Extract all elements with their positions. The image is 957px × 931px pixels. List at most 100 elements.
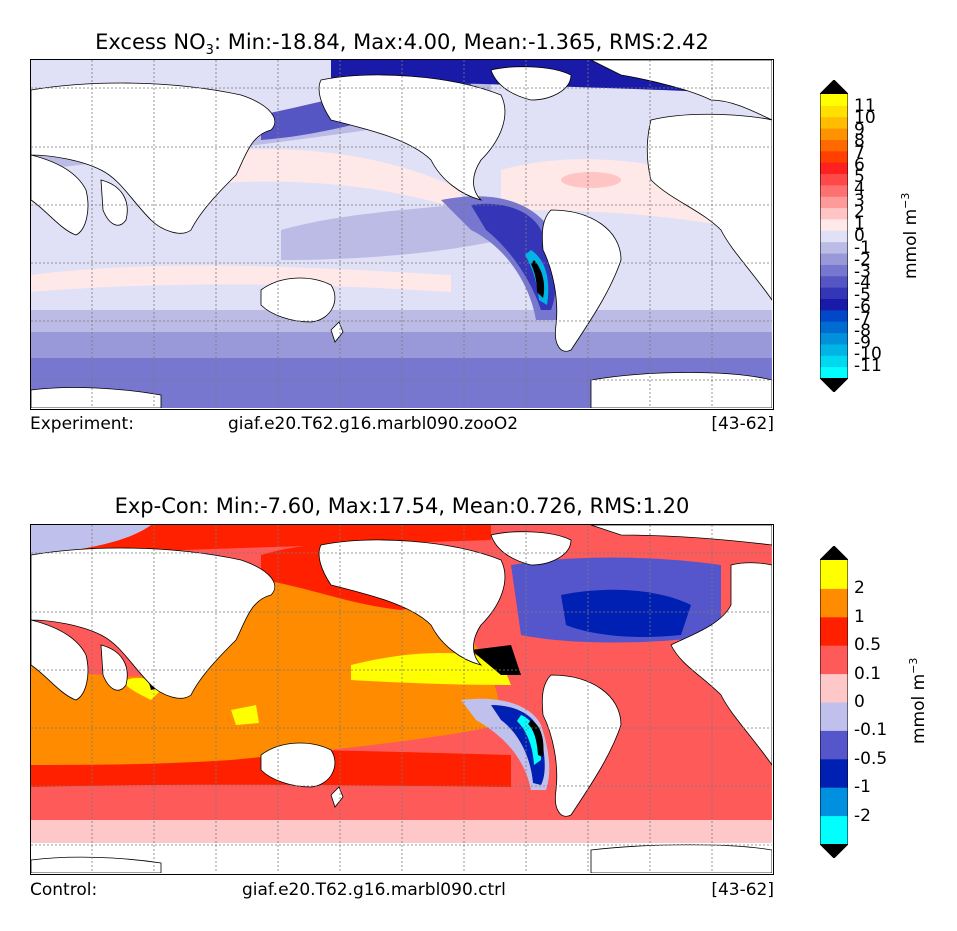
panel1-colorbar-tick-label: 6	[854, 155, 865, 175]
panel1-title: Excess NO3: Min:-18.84, Max:4.00, Mean:-…	[30, 30, 774, 58]
panel1-colorbar-segment	[820, 343, 848, 356]
panel2-unit-text: mmol m	[908, 673, 929, 745]
panel2-colorbar-segment	[820, 588, 848, 618]
panel2-orange-pac	[31, 558, 501, 765]
panel2-colorbar-svg	[820, 546, 848, 858]
panel1-upwelling-2	[471, 203, 556, 310]
panel2-colorbar-tick-label: -2	[854, 805, 871, 826]
panel2-unit-exp: −3	[907, 657, 921, 674]
panel2-colorbar: -2 -1 -0.5 -0.1 0 0.1 0.5 1 2	[820, 546, 887, 858]
panel1-colorbar-segment	[820, 196, 848, 209]
panel1-colorbar-tick-label: 4	[854, 178, 865, 199]
panel2-colorbar-segment	[820, 787, 848, 817]
panel1-land-samerica	[541, 209, 622, 352]
panel1-colorbar-tick-label: -2	[854, 249, 871, 270]
panel2-colorbar-segment	[820, 702, 848, 731]
panel1-land	[31, 60, 772, 408]
panel1-title-prefix: Excess NO	[95, 30, 206, 54]
panel2-colorbar-extend-high	[820, 546, 848, 560]
panel2-colorbar-segment	[820, 673, 848, 703]
panel1-unit-exp: −3	[899, 192, 913, 209]
panel1-colorbar-segment	[820, 150, 848, 163]
panel2-land-africa-europe	[670, 562, 772, 766]
panel1-colorbar-tick-label: -8	[854, 320, 871, 341]
panel2-upwelling-3	[517, 715, 541, 765]
panel1-colorbar-segment	[820, 173, 848, 186]
panel2-colorbar-tick-label: -0.5	[854, 748, 888, 769]
panel2-colorbar-extend-low	[820, 844, 848, 858]
panel2-colorbar-tick-label: 0.5	[854, 635, 882, 656]
panel1-map	[30, 59, 774, 410]
panel2-colorbar-segment	[820, 645, 848, 675]
panel1-colorbar-segment	[820, 94, 848, 106]
panel2-colorbar-tick-label: 0.1	[854, 663, 882, 684]
panel2-land-samerica	[541, 674, 622, 817]
panel1-colorbar-segment	[820, 105, 848, 118]
panel1-unit-text: mmol m	[900, 208, 921, 280]
panel2-footer-label: Control:	[30, 880, 98, 900]
panel2-footer-years: [43-62]	[711, 880, 774, 900]
panel1-colorbar-segment	[820, 230, 848, 243]
panel1-colorbar-segment	[820, 218, 848, 231]
panel1-colorbar-segment	[820, 207, 848, 220]
panel1-colorbar-segment	[820, 184, 848, 197]
panel1-colorbar-tick-label: -6	[854, 297, 871, 317]
panel1-colorbar-segment	[820, 321, 848, 334]
panel2-colorbar-tick-label: 1	[854, 606, 865, 627]
panel1-colorbar-unit: mmol m−3	[899, 166, 921, 306]
panel2-darkblue-natl	[561, 589, 691, 637]
panel1-colorbar-segment	[820, 116, 848, 129]
panel1-colorbar-tick-label: -4	[854, 273, 871, 294]
panel1-colorbar-tick-label: 7	[854, 143, 865, 164]
panel1-colorbar-tick-label: -5	[854, 285, 871, 306]
panel1-land-antarctica	[590, 372, 772, 408]
panel1-colorbar-tick-label: 0	[854, 226, 865, 246]
panel1-colorbar-segment	[820, 298, 848, 311]
panel2-colorbar-segment	[820, 815, 848, 845]
panel1-title-subscript: 3	[205, 43, 214, 59]
panel2-colorbar-unit: mmol m−3	[907, 631, 929, 771]
panel1-land-greenland	[590, 60, 772, 121]
panel1-colorbar: -11 -10 -9 -8 -7 -6 -5 -4 -3 -2 -1 0 1 2 3 4 5 6 7 8 9 10 11	[820, 80, 882, 392]
panel2-map	[30, 524, 774, 875]
panel1-colorbar-segment	[820, 332, 848, 345]
panel1-colorbar-segment	[820, 264, 848, 277]
panel2-land-australia	[260, 742, 336, 788]
panel1-colorbar-svg	[820, 80, 848, 392]
panel1-colorbar-extend-high	[820, 80, 848, 94]
panel1-colorbar-segment	[820, 162, 848, 175]
panel2-colorbar-tick-label: -0.1	[854, 720, 888, 741]
panel2-band-so-pink	[31, 820, 772, 845]
panel1-colorbar-tick-label: -10	[854, 344, 882, 365]
panel2-colorbar-segment	[820, 560, 848, 589]
panel2-land-antarctica-w	[31, 856, 162, 873]
panel1-footer-case: giaf.e20.T62.g16.marbl090.zooO2	[228, 414, 519, 434]
panel1-colorbar-tick-label: -3	[854, 261, 871, 282]
panel2-land-greenland	[590, 525, 772, 546]
panel2-colorbar-tick-label: -1	[854, 777, 871, 798]
panel1-band-so2	[31, 332, 772, 362]
panel2-colorbar-segment	[820, 730, 848, 760]
panel2-title: Exp-Con: Min:-7.60, Max:17.54, Mean:0.72…	[114, 494, 690, 518]
panel2-land-nz	[330, 786, 344, 808]
panel1-colorbar-segment	[820, 241, 848, 254]
panel1-colorbar-tick-label: -1	[854, 237, 871, 258]
panel1-land-greenland-islands	[490, 66, 572, 101]
panel1-land-india	[100, 179, 128, 226]
panel1-colorbar-tick-label: 8	[854, 131, 865, 152]
panel1-title-suffix: : Min:-18.84, Max:4.00, Mean:-1.365, RMS…	[213, 30, 709, 54]
panel1-colorbar-tick-label: 2	[854, 202, 865, 223]
panel2-extreme-epac	[471, 645, 521, 675]
panel2-colorbar-segment	[820, 758, 848, 788]
panel1-colorbar-tick-label: -7	[854, 308, 871, 329]
panel2-colorbar-tick-label: 0	[854, 692, 865, 712]
panel2-land-namerica	[318, 539, 506, 666]
panel1-band-so1	[31, 310, 772, 335]
panel1-colorbar-segment	[820, 366, 848, 379]
panel2-land-westasia	[31, 619, 89, 701]
panel1-land-antarctica-w	[31, 387, 162, 408]
panel1-upwelling-extreme	[531, 260, 545, 298]
panel1-colorbar-segment	[820, 139, 848, 152]
panel1-colorbar-segment	[820, 253, 848, 265]
panel2-footer-case: giaf.e20.T62.g16.marbl090.ctrl	[242, 880, 506, 900]
